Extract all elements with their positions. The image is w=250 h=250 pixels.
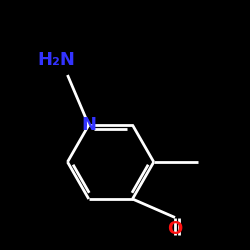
Text: O: O xyxy=(168,220,182,238)
Text: H₂N: H₂N xyxy=(37,51,75,69)
Text: N: N xyxy=(81,116,96,134)
